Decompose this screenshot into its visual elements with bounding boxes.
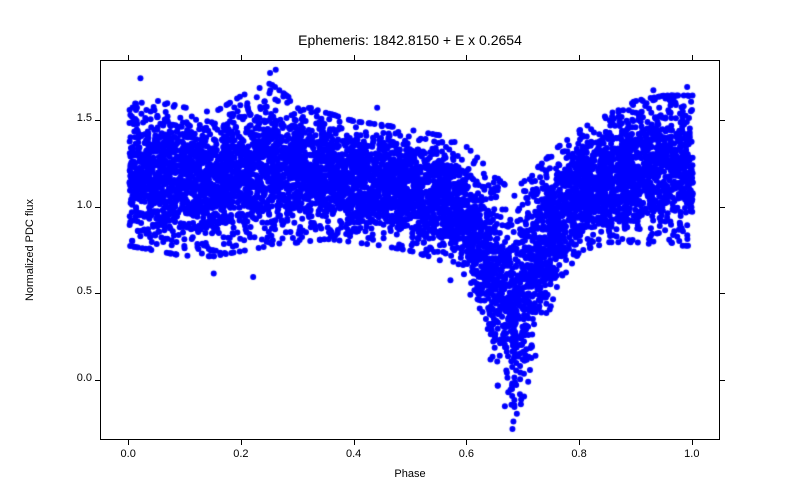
x-tick-label: 1.0 — [677, 448, 707, 460]
x-tick — [241, 440, 242, 445]
x-tick-label: 0.8 — [564, 448, 594, 460]
y-tick-label: 1.5 — [77, 112, 92, 124]
y-tick — [95, 293, 100, 294]
x-tick-label: 0.6 — [451, 448, 481, 460]
x-tick-label: 0.2 — [226, 448, 256, 460]
x-tick — [692, 55, 693, 60]
y-tick — [720, 380, 725, 381]
figure: Ephemeris: 1842.8150 + E x 0.2654 Normal… — [0, 0, 800, 500]
x-tick — [354, 440, 355, 445]
y-axis-label: Normalized PDC flux — [24, 199, 36, 301]
x-tick — [579, 55, 580, 60]
x-tick — [128, 440, 129, 445]
x-tick — [692, 440, 693, 445]
y-tick-label: 0.5 — [77, 285, 92, 297]
y-tick — [95, 120, 100, 121]
x-tick-label: 0.0 — [113, 448, 143, 460]
x-axis-label: Phase — [100, 468, 720, 480]
x-tick — [128, 55, 129, 60]
y-tick — [720, 207, 725, 208]
y-tick-label: 1.0 — [77, 199, 92, 211]
x-tick — [466, 440, 467, 445]
scatter-canvas — [101, 61, 721, 441]
y-tick-label: 0.0 — [77, 372, 92, 384]
x-tick-label: 0.4 — [339, 448, 369, 460]
x-tick — [241, 55, 242, 60]
chart-title: Ephemeris: 1842.8150 + E x 0.2654 — [100, 32, 720, 48]
y-tick — [720, 120, 725, 121]
x-tick — [466, 55, 467, 60]
y-tick — [720, 293, 725, 294]
y-tick — [95, 207, 100, 208]
plot-area — [100, 60, 720, 440]
y-tick — [95, 380, 100, 381]
x-tick — [354, 55, 355, 60]
x-tick — [579, 440, 580, 445]
